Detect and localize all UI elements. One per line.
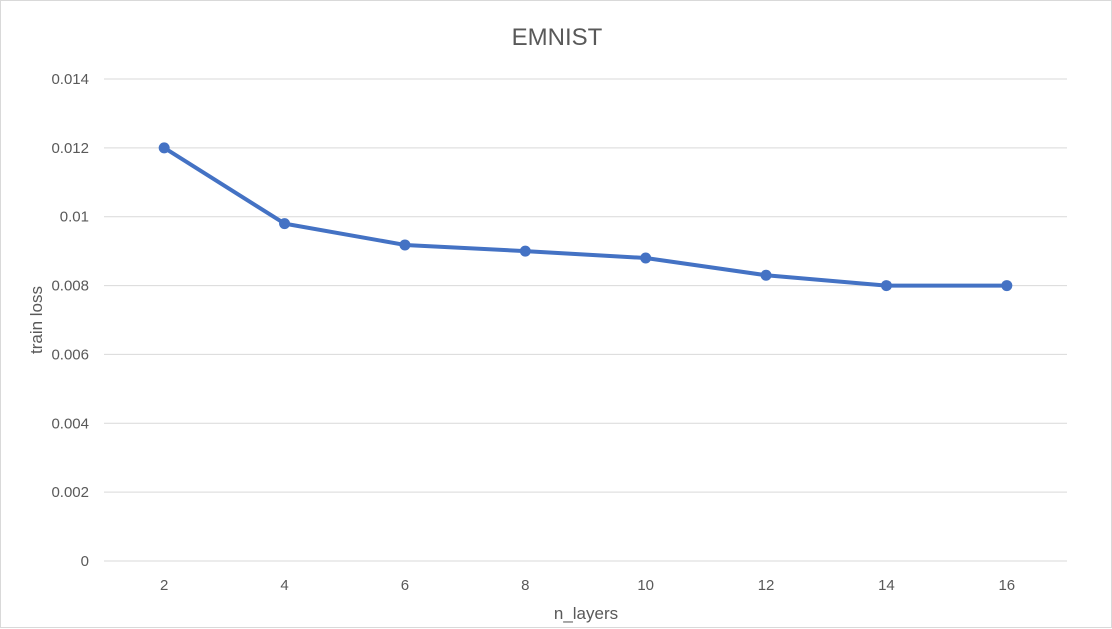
x-tick-label: 10 xyxy=(637,577,654,594)
x-tick-label: 12 xyxy=(758,577,775,594)
y-tick-label: 0.01 xyxy=(60,209,89,226)
x-tick-label: 6 xyxy=(401,577,409,594)
y-tick-label: 0.002 xyxy=(51,484,89,501)
data-point xyxy=(158,142,170,154)
series-line xyxy=(162,145,1009,288)
x-tick-label: 4 xyxy=(280,577,288,594)
x-tick-label: 8 xyxy=(521,577,529,594)
data-point xyxy=(519,245,531,257)
y-tick-label: 0.008 xyxy=(51,278,89,295)
y-tick-label: 0.014 xyxy=(51,71,89,88)
gridlines xyxy=(104,78,1067,562)
series-layer xyxy=(158,142,1013,292)
data-point xyxy=(279,218,291,230)
data-point xyxy=(1001,280,1013,292)
y-tick-label: 0 xyxy=(81,553,89,570)
y-tick-label: 0.006 xyxy=(51,346,89,363)
data-point xyxy=(640,252,652,264)
x-axis-ticks: 2 4 6 8 10 12 14 16 xyxy=(160,577,1015,594)
x-axis-title: n_layers xyxy=(554,604,618,623)
data-point xyxy=(880,280,892,292)
x-tick-label: 2 xyxy=(160,577,168,594)
y-axis-ticks: 0 0.002 0.004 0.006 0.008 0.01 0.012 0.014 xyxy=(51,71,89,570)
x-tick-label: 14 xyxy=(878,577,895,594)
chart-title: EMNIST xyxy=(512,24,603,51)
y-axis-title: train loss xyxy=(27,286,46,354)
y-tick-label: 0.004 xyxy=(51,415,89,432)
data-point xyxy=(760,269,772,281)
data-point xyxy=(399,239,411,251)
y-tick-label: 0.012 xyxy=(51,140,89,157)
x-tick-label: 16 xyxy=(998,577,1015,594)
